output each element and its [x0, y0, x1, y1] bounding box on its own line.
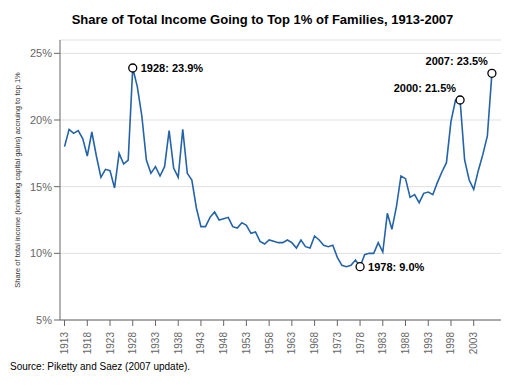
html-text:Share of Total Income Going to: Share of Total Income Going to Top 1% of… — [71, 12, 454, 27]
svg-text:1918: 1918 — [82, 332, 93, 355]
svg-text:1973: 1973 — [332, 332, 343, 355]
svg-text:5%: 5% — [36, 314, 52, 326]
svg-text:1938: 1938 — [173, 332, 184, 355]
svg-text:1943: 1943 — [195, 332, 206, 355]
svg-text:1923: 1923 — [105, 332, 116, 355]
svg-text:25%: 25% — [30, 47, 52, 59]
svg-text:1993: 1993 — [423, 332, 434, 355]
svg-text:1963: 1963 — [286, 332, 297, 355]
svg-text:Share of total income (icnludi: Share of total income (icnluding capital… — [13, 72, 22, 288]
svg-text:1968: 1968 — [309, 332, 320, 355]
svg-text:1933: 1933 — [150, 332, 161, 355]
svg-text:1998: 1998 — [445, 332, 456, 355]
svg-text:1983: 1983 — [377, 332, 388, 355]
svg-text:1978: 1978 — [355, 332, 366, 355]
svg-text:1928: 1928 — [127, 332, 138, 355]
svg-text:2003: 2003 — [468, 332, 479, 355]
svg-text:1928: 23.9%: 1928: 23.9% — [141, 62, 204, 74]
svg-text:1978: 9.0%: 1978: 9.0% — [368, 261, 424, 273]
svg-text:10%: 10% — [30, 247, 52, 259]
svg-text:2000: 21.5%: 2000: 21.5% — [394, 82, 457, 94]
svg-text:2007: 23.5%: 2007: 23.5% — [426, 55, 489, 67]
svg-text:1953: 1953 — [241, 332, 252, 355]
svg-text:1988: 1988 — [400, 332, 411, 355]
svg-text:1913: 1913 — [59, 332, 70, 355]
svg-text:20%: 20% — [30, 114, 52, 126]
svg-text:15%: 15% — [30, 181, 52, 193]
html-text:Source: Piketty and Saez (2007: Source: Piketty and Saez (2007 update). — [10, 361, 191, 372]
svg-text:1948: 1948 — [218, 332, 229, 355]
svg-text:1958: 1958 — [264, 332, 275, 355]
